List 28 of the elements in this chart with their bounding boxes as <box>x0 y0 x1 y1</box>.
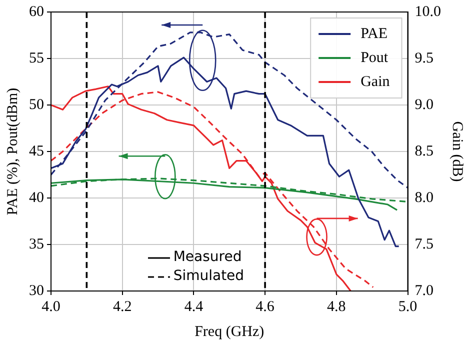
y2-tick-label: 8.5 <box>414 143 434 160</box>
y2-tick-label: 8.0 <box>414 190 434 206</box>
y2-axis-title: Gain (dB) <box>449 121 466 182</box>
y2-tick-label: 7.0 <box>414 282 434 299</box>
y2-tick-label: 10.0 <box>414 4 441 20</box>
y-tick-label: 55 <box>29 50 44 66</box>
x-tick-label: 4.8 <box>327 298 346 315</box>
annotation: Measured <box>173 248 242 268</box>
y2-tick-label: 9.5 <box>414 50 434 66</box>
x-tick-label: 4.2 <box>112 298 132 315</box>
y2-tick-label: 9.0 <box>414 96 434 113</box>
y-tick-label: 30 <box>29 282 44 299</box>
legend-label: Gain <box>360 74 390 90</box>
legend-label: PAE <box>360 26 388 42</box>
x-tick-label: 4.4 <box>184 298 204 315</box>
y-tick-label: 40 <box>29 190 44 206</box>
y-tick-label: 50 <box>29 96 44 113</box>
x-tick-label: 5.0 <box>398 298 418 315</box>
x-axis-title: Freq (GHz) <box>194 324 264 340</box>
y2-tick-label: 7.5 <box>414 236 434 252</box>
annotation: Simulated <box>173 267 244 286</box>
x-tick-label: 4.0 <box>42 298 60 315</box>
y-tick-label: 35 <box>29 236 44 252</box>
y-axis-title: PAE (%), Pout(dBm) <box>4 88 21 216</box>
y-tick-label: 45 <box>29 143 44 160</box>
legend-label: Pout <box>360 50 389 66</box>
x-tick-label: 4.6 <box>256 298 275 315</box>
y-tick-label: 60 <box>29 4 44 20</box>
